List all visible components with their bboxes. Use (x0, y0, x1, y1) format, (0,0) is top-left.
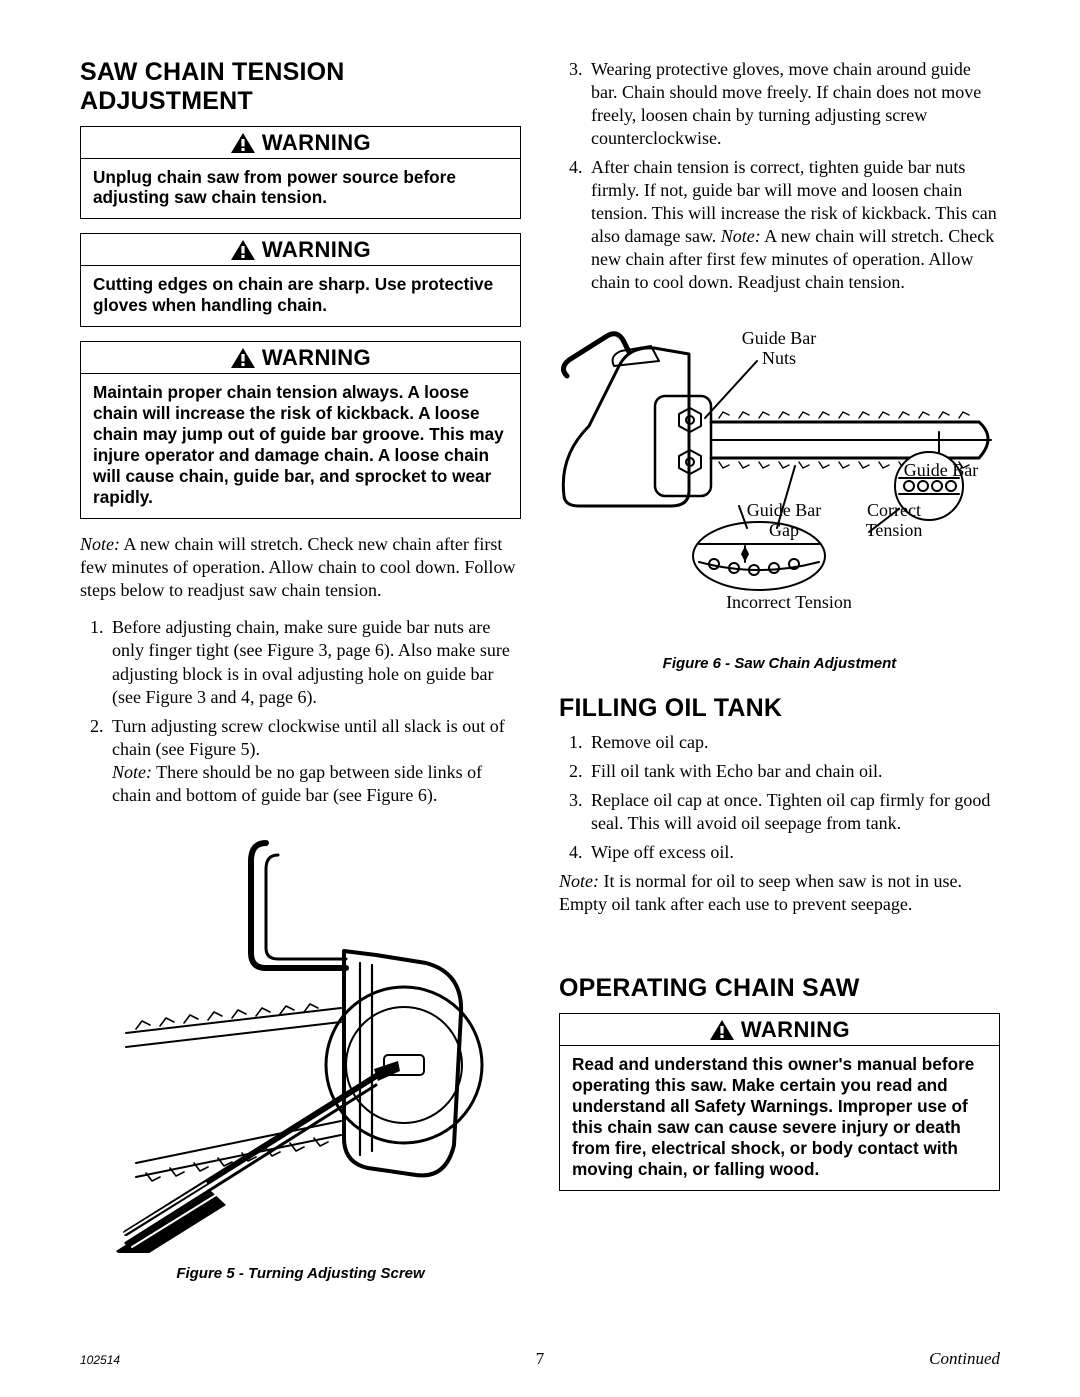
step-text: Remove oil cap. (591, 732, 708, 752)
list-item: Wearing protective gloves, move chain ar… (587, 58, 1000, 150)
figure-5 (80, 833, 521, 1253)
warning-triangle-icon (230, 347, 256, 369)
continued-label: Continued (929, 1349, 1000, 1369)
warning-box-tension: WARNING Maintain proper chain tension al… (80, 341, 521, 519)
right-column: Wearing protective gloves, move chain ar… (559, 58, 1000, 1282)
figure-6-illustration: Guide BarNuts Guide Bar CorrectTension G… (559, 306, 999, 626)
note-body: It is normal for oil to seep when saw is… (559, 871, 962, 914)
warning-box-unplug: WARNING Unplug chain saw from power sour… (80, 126, 521, 220)
warning-triangle-icon (709, 1019, 735, 1041)
note-word: Note: (721, 226, 761, 246)
step-text: Wearing protective gloves, move chain ar… (591, 59, 981, 148)
label-correct-tension: CorrectTension (866, 500, 923, 540)
note-word: Note: (112, 762, 152, 782)
page-footer: 102514 7 Continued (80, 1349, 1000, 1369)
label-guide-bar-nuts: Guide BarNuts (742, 328, 816, 368)
list-item: Turn adjusting screw clockwise until all… (108, 715, 521, 807)
heading-operating-chain-saw: OPERATING CHAIN SAW (559, 974, 1000, 1003)
warning-body: Read and understand this owner's manual … (560, 1046, 999, 1190)
figure-5-caption: Figure 5 - Turning Adjusting Screw (80, 1265, 521, 1282)
page-number: 7 (536, 1349, 545, 1369)
warning-header: WARNING (81, 342, 520, 374)
list-item: Before adjusting chain, make sure guide … (108, 616, 521, 708)
note-word: Note: (80, 534, 120, 554)
document-number: 102514 (80, 1353, 120, 1367)
note-body: A new chain will stretch. Check new chai… (80, 534, 515, 600)
step-text: Wipe off excess oil. (591, 842, 734, 862)
warning-header: WARNING (81, 127, 520, 159)
tension-note: Note: A new chain will stretch. Check ne… (80, 533, 521, 602)
warning-box-gloves: WARNING Cutting edges on chain are sharp… (80, 233, 521, 327)
step-subnote: Note: There should be no gap between sid… (112, 761, 521, 807)
warning-body: Maintain proper chain tension always. A … (81, 374, 520, 518)
list-item: Remove oil cap. (587, 731, 1000, 754)
list-item: Fill oil tank with Echo bar and chain oi… (587, 760, 1000, 783)
tension-steps-continued: Wearing protective gloves, move chain ar… (559, 58, 1000, 294)
note-word: Note: (559, 871, 599, 891)
list-item: Replace oil cap at once. Tighten oil cap… (587, 789, 1000, 835)
warning-header: WARNING (560, 1014, 999, 1046)
warning-triangle-icon (230, 132, 256, 154)
warning-label: WARNING (262, 130, 371, 156)
warning-label: WARNING (741, 1017, 850, 1043)
warning-triangle-icon (230, 239, 256, 261)
heading-filling-oil-tank: FILLING OIL TANK (559, 694, 1000, 723)
warning-body: Cutting edges on chain are sharp. Use pr… (81, 266, 520, 326)
oil-note: Note: It is normal for oil to seep when … (559, 870, 1000, 916)
list-item: After chain tension is correct, tighten … (587, 156, 1000, 294)
tension-steps: Before adjusting chain, make sure guide … (80, 616, 521, 806)
figure-5-illustration (116, 833, 486, 1253)
note-body: There should be no gap between side link… (112, 762, 482, 805)
step-text: Fill oil tank with Echo bar and chain oi… (591, 761, 882, 781)
warning-header: WARNING (81, 234, 520, 266)
oil-steps: Remove oil cap. Fill oil tank with Echo … (559, 731, 1000, 864)
label-incorrect-tension: Incorrect Tension (726, 592, 852, 612)
label-guide-bar: Guide Bar (904, 460, 978, 480)
warning-label: WARNING (262, 237, 371, 263)
warning-body: Unplug chain saw from power source befor… (81, 159, 520, 219)
step-text: Before adjusting chain, make sure guide … (112, 617, 510, 706)
heading-saw-chain-tension: SAW CHAIN TENSION ADJUSTMENT (80, 58, 521, 116)
step-text: Replace oil cap at once. Tighten oil cap… (591, 790, 990, 833)
list-item: Wipe off excess oil. (587, 841, 1000, 864)
figure-6: Guide BarNuts Guide Bar CorrectTension G… (559, 306, 1000, 631)
figure-6-caption: Figure 6 - Saw Chain Adjustment (559, 655, 1000, 672)
warning-label: WARNING (262, 345, 371, 371)
warning-box-operating: WARNING Read and understand this owner's… (559, 1013, 1000, 1191)
left-column: SAW CHAIN TENSION ADJUSTMENT WARNING Unp… (80, 58, 521, 1282)
step-text: Turn adjusting screw clockwise until all… (112, 716, 505, 759)
